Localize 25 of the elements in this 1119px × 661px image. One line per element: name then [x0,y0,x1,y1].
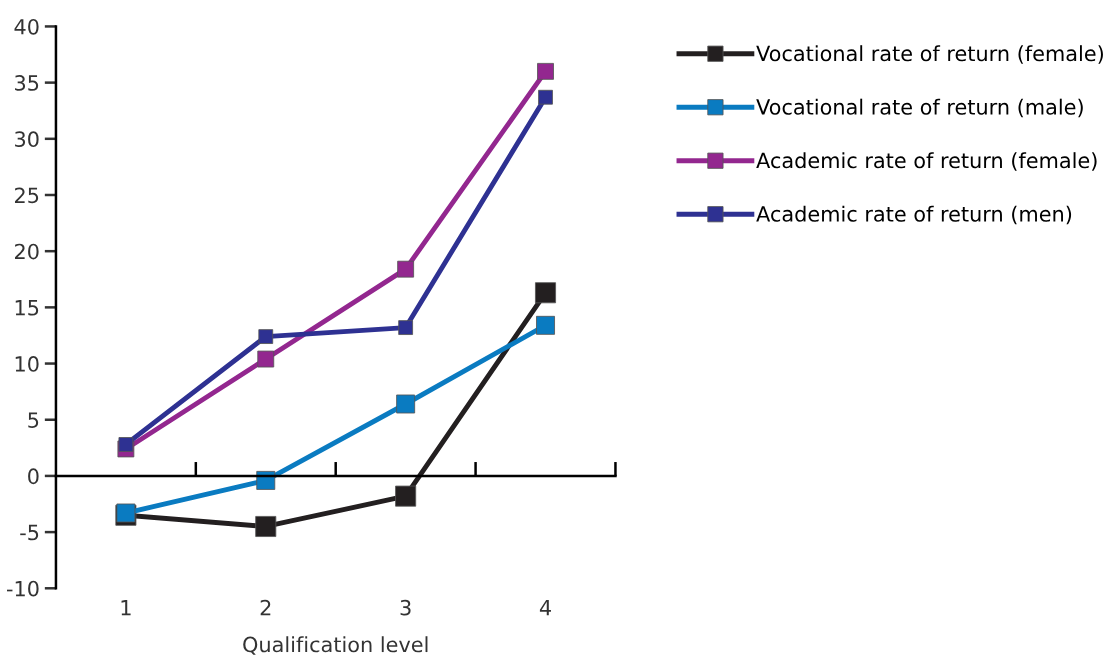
y-tick-label: 15 [15,300,39,316]
legend-label: Vocational rate of return (male) [756,98,1083,118]
legend-label: Vocational rate of return (female) [756,45,1103,64]
y-tick-label: 30 [15,131,39,148]
point [255,516,277,537]
legend-label: Academic rate of return (female) [756,152,1097,171]
x-tick-label: 3 [400,599,411,616]
y-tick-label: -5 [20,524,39,541]
y-tick-label: 10 [15,356,39,372]
y-tick-label: 35 [15,75,39,91]
legend-label: Academic rate of return (men) [756,205,1072,225]
point [536,315,555,335]
point [535,282,556,304]
x-tick-label: 1 [121,600,131,616]
x-axis-title: Qualification level [243,636,428,655]
point [258,329,274,344]
x-tick-label: 2 [260,599,271,616]
y-tick-label: 0 [28,468,39,485]
y-tick-label: 40 [14,18,39,35]
y-tick-label: 5 [28,412,39,428]
point [395,485,417,507]
y-tick-label: 25 [14,187,39,204]
x-tick-label: 4 [539,600,551,616]
y-tick-label: -10 [6,580,39,597]
y-tick-label: 20 [14,243,39,260]
